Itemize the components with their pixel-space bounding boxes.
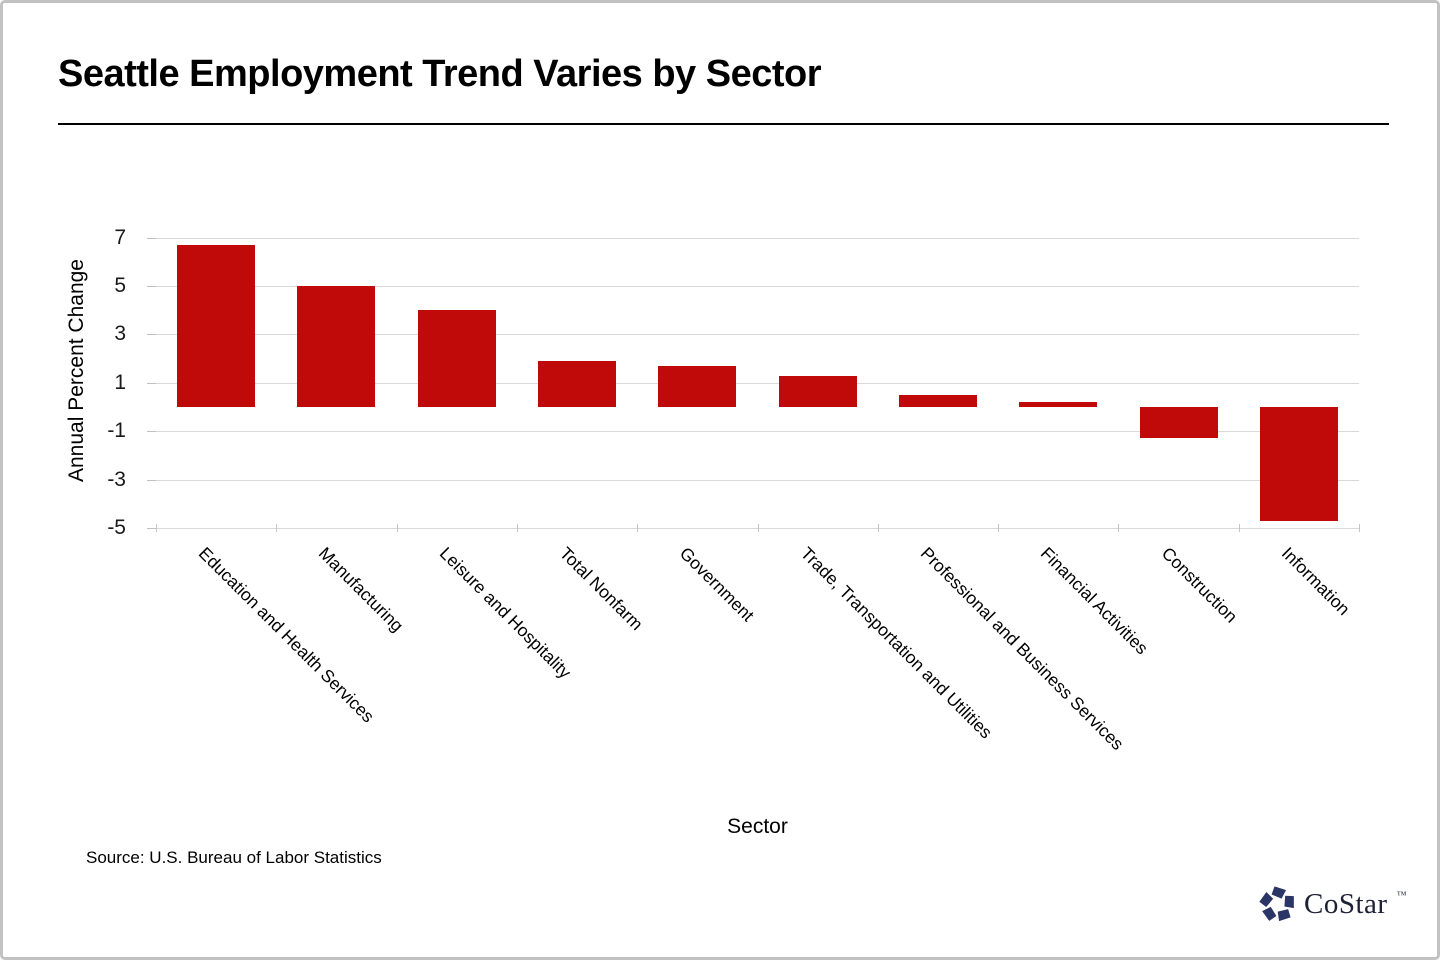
x-axis-tick xyxy=(758,524,759,532)
y-axis-tick xyxy=(147,431,156,432)
y-axis-tick xyxy=(147,334,156,335)
x-category-label: Manufacturing xyxy=(314,543,408,636)
x-axis-tick xyxy=(1359,524,1360,532)
x-axis-tick xyxy=(397,524,398,532)
x-category-label: Information xyxy=(1277,543,1354,620)
y-tick-label: -1 xyxy=(107,419,126,442)
bar xyxy=(658,366,736,407)
y-tick-label: 5 xyxy=(114,274,126,297)
x-category-label: Professional and Business Services xyxy=(916,543,1128,754)
x-category-label: Total Nonfarm xyxy=(555,543,648,635)
bar xyxy=(297,286,375,407)
y-axis-tick xyxy=(147,238,156,239)
y-tick-label: 7 xyxy=(114,226,126,249)
y-axis-tick xyxy=(147,383,156,384)
y-tick-label: 1 xyxy=(114,371,126,394)
y-axis-tick xyxy=(147,528,156,529)
gridline xyxy=(156,480,1359,481)
x-axis-tick xyxy=(156,524,157,532)
gridline xyxy=(156,334,1359,335)
bar xyxy=(1019,402,1097,407)
chart-title: Seattle Employment Trend Varies by Secto… xyxy=(58,53,822,95)
costar-logo-text: CoStar xyxy=(1304,888,1388,920)
x-category-label: Leisure and Hospitality xyxy=(435,543,576,683)
costar-logo: CoStar ™ xyxy=(1259,885,1407,924)
x-axis-tick xyxy=(878,524,879,532)
source-note: Source: U.S. Bureau of Labor Statistics xyxy=(86,848,382,867)
gridline xyxy=(156,286,1359,287)
y-tick-label: -3 xyxy=(107,468,126,491)
x-axis-tick xyxy=(637,524,638,532)
x-category-label: Trade, Transportation and Utilities xyxy=(796,543,997,743)
y-tick-label: -5 xyxy=(107,516,126,539)
x-category-label: Government xyxy=(675,543,759,626)
x-axis-tick xyxy=(517,524,518,532)
x-axis-tick xyxy=(276,524,277,532)
x-category-label: Financial Activities xyxy=(1036,543,1153,659)
x-axis-tick xyxy=(1239,524,1240,532)
x-axis-title: Sector xyxy=(727,815,788,838)
gridline xyxy=(156,238,1359,239)
bar xyxy=(1260,407,1338,521)
costar-trademark: ™ xyxy=(1396,890,1407,901)
x-category-label: Construction xyxy=(1157,543,1242,627)
bar-chart-plot: 7 5 3 1 -1 -3 -5 Education and Health Services M… xyxy=(3,3,1437,957)
costar-pinwheel-icon xyxy=(1259,886,1294,922)
bar xyxy=(899,395,977,407)
bar xyxy=(538,361,616,407)
gridline xyxy=(156,383,1359,384)
bar xyxy=(177,245,255,407)
y-axis-tick xyxy=(147,286,156,287)
gridline xyxy=(156,528,1359,529)
bar xyxy=(418,310,496,407)
x-axis-tick xyxy=(998,524,999,532)
bar xyxy=(1140,407,1218,438)
gridline xyxy=(156,431,1359,432)
y-tick-label: 3 xyxy=(114,322,126,345)
title-divider xyxy=(58,123,1389,125)
x-axis-tick xyxy=(1118,524,1119,532)
y-axis-title: Annual Percent Change xyxy=(65,259,88,483)
y-axis-tick xyxy=(147,480,156,481)
bar xyxy=(779,376,857,407)
